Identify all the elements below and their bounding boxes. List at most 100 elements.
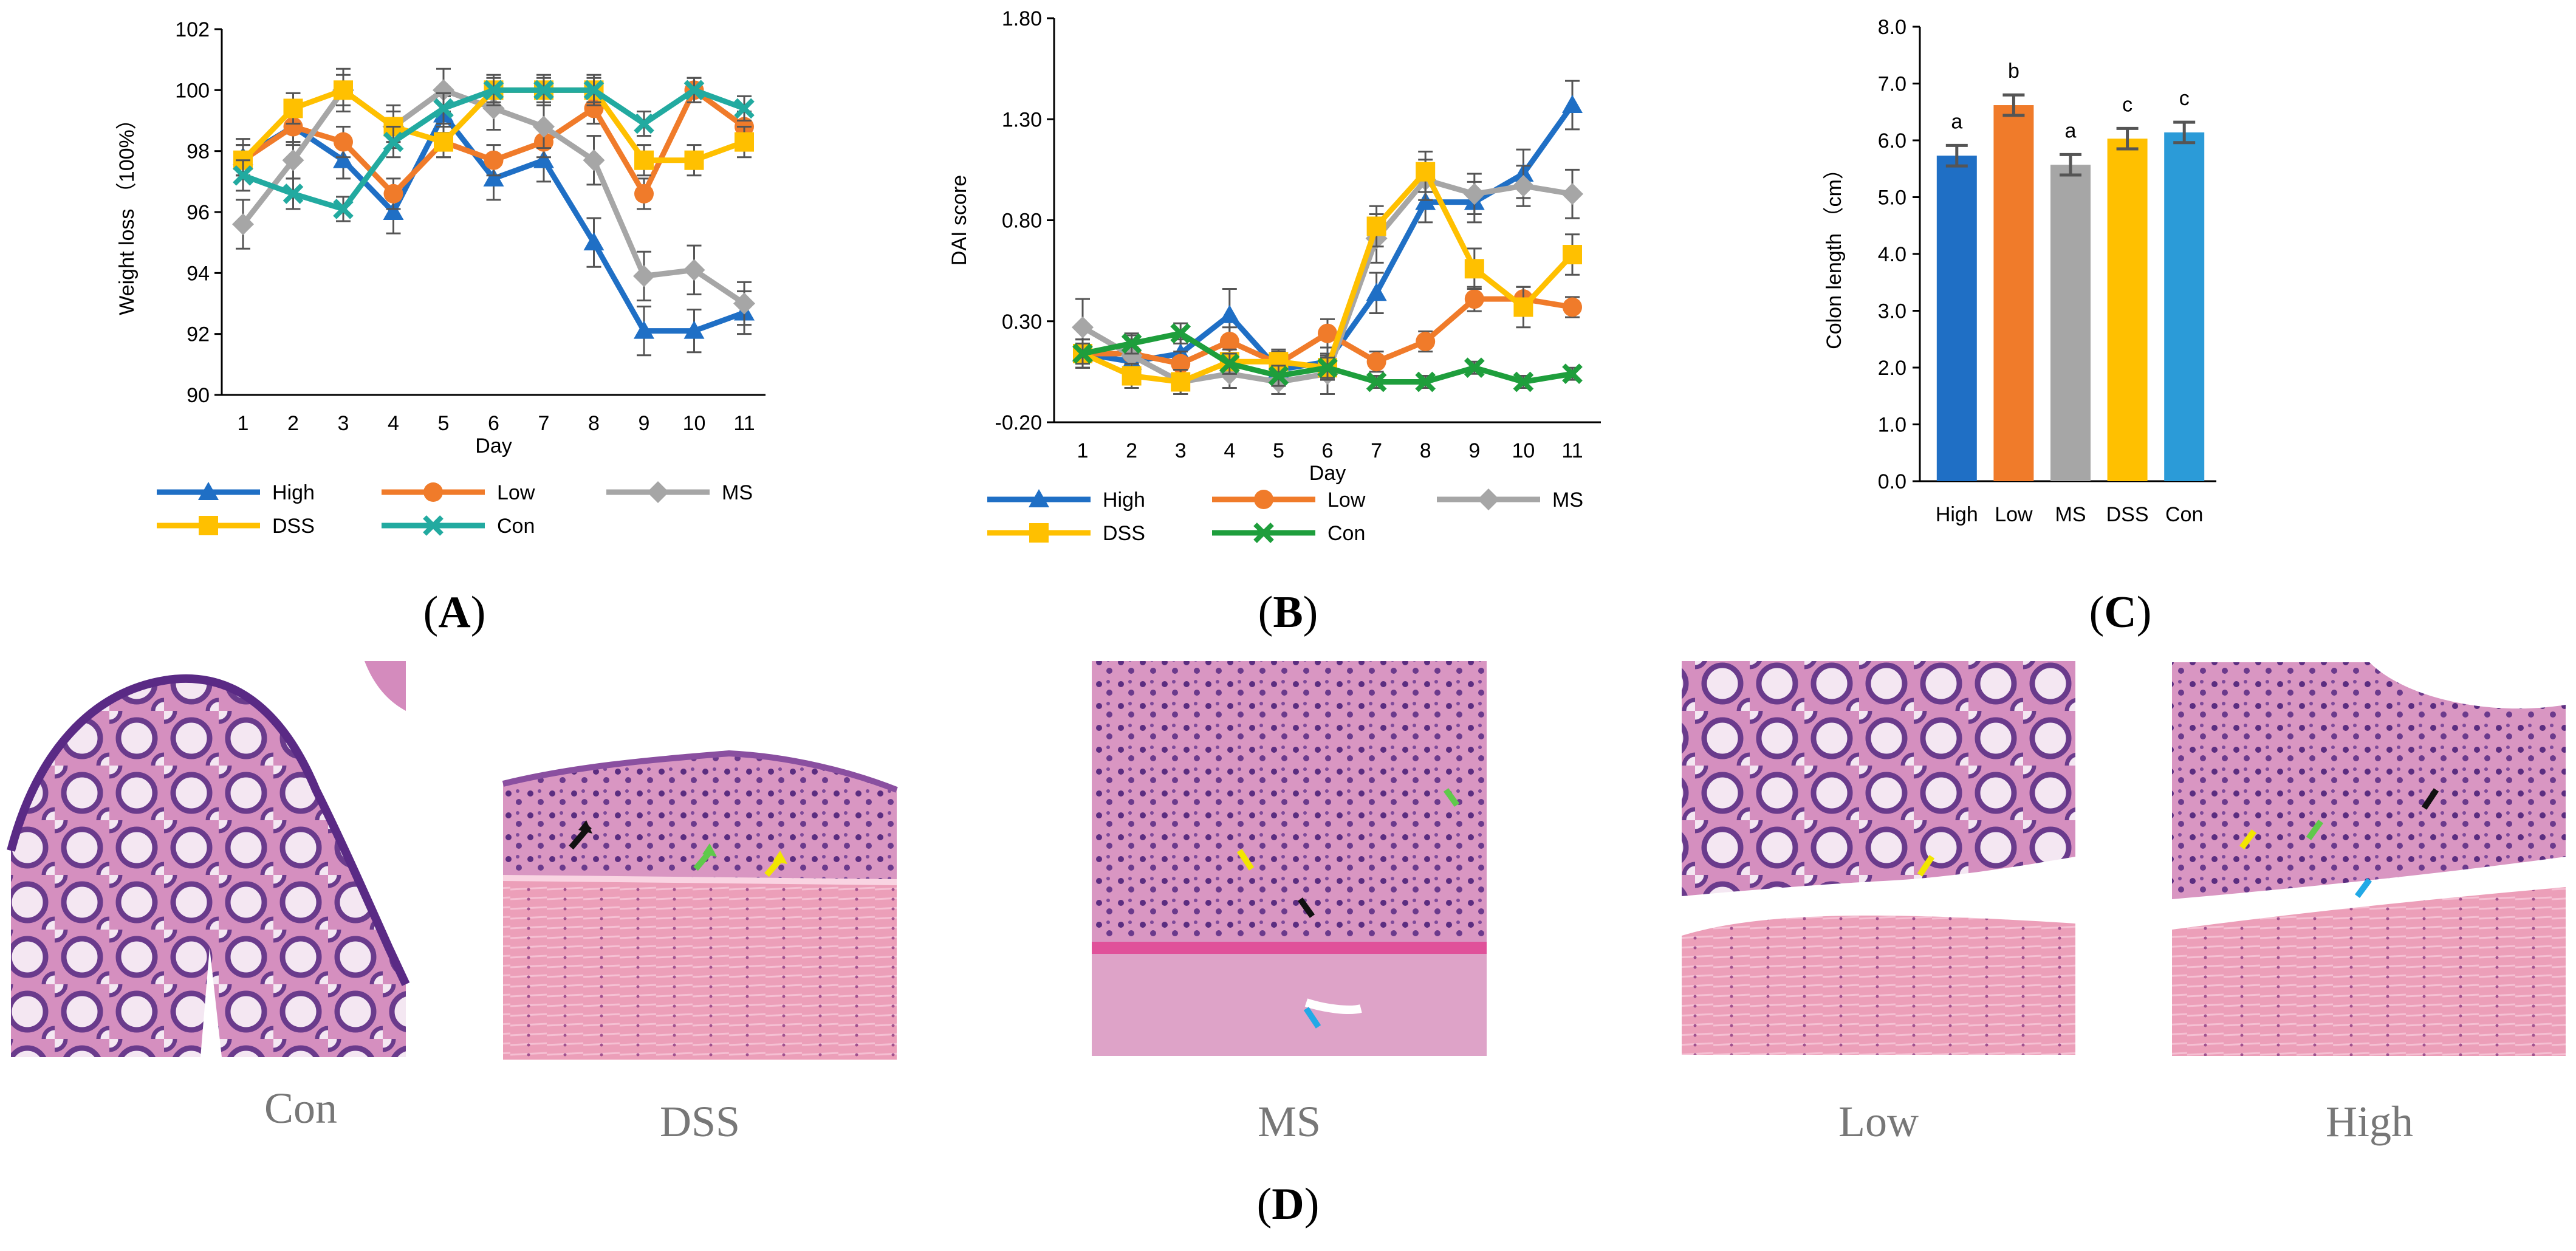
marker-stroke [1562, 363, 1583, 385]
data-point [1072, 316, 1094, 338]
marker-stroke [1219, 353, 1240, 374]
data-point [583, 232, 605, 251]
marker-stroke [1268, 365, 1289, 386]
caption-high: High [2326, 1097, 2413, 1146]
y-tick-label: 0.30 [1002, 310, 1042, 334]
data-point [533, 115, 555, 138]
data-point [1415, 371, 1436, 392]
y-tick-label: 94 [187, 262, 210, 285]
data-point [634, 113, 654, 134]
x-tick-label: 9 [1468, 439, 1480, 462]
dai-score-chart: -0.20 0.30 0.80 1.30 1.80 1 2 3 4 5 6 7 8 9 10 11 Day DAI… [948, 7, 1601, 545]
y-tick-label: -0.20 [995, 411, 1043, 434]
legend-marker [647, 481, 669, 503]
legend-marker [423, 515, 444, 536]
x-tick-label: Low [1995, 503, 2033, 526]
legend-label-low: Low [497, 481, 535, 504]
legend-marker [1029, 489, 1049, 507]
bar-dss [2107, 139, 2148, 481]
bar-con [2164, 132, 2205, 481]
data-point [1513, 371, 1534, 392]
x-tick-label: 7 [538, 412, 550, 435]
x-tick-label: DSS [2106, 503, 2149, 526]
legend-label-dss: DSS [1103, 522, 1145, 545]
data-point [1268, 365, 1289, 386]
data-point [734, 98, 755, 119]
x-tick-label: High [1936, 503, 1978, 526]
data-point [733, 292, 755, 315]
x-tick-label: 6 [488, 412, 499, 435]
legend-label-high: High [272, 481, 315, 504]
y-tick-label: 102 [175, 18, 210, 41]
marker-stroke [683, 80, 705, 101]
x-tick-label: 6 [1322, 439, 1334, 462]
data-point [1464, 259, 1484, 279]
micrograph-low [1682, 661, 2075, 1055]
y-tick-label: 7.0 [1878, 73, 1906, 96]
y-tick-label: 0.0 [1878, 470, 1906, 493]
legend-marker [423, 482, 443, 502]
x-tick-label: 2 [1126, 439, 1137, 462]
arrow-yellow-icon [1236, 849, 1255, 871]
data-point [583, 149, 605, 171]
legend-label-ms: MS [1552, 488, 1583, 512]
x-tick-label: 2 [287, 412, 299, 435]
legend-marker [1478, 488, 1499, 510]
data-point [283, 183, 304, 204]
data-point [1366, 371, 1387, 392]
x-tick-label: 4 [1224, 439, 1235, 462]
data-point [683, 80, 705, 101]
y-tick-label: 5.0 [1878, 187, 1906, 210]
significance-letter: c [2122, 93, 2132, 116]
data-point [1513, 297, 1533, 317]
arrow-green-icon [2306, 820, 2324, 840]
y-tick-label: 1.80 [1002, 7, 1042, 30]
data-point [1366, 283, 1387, 301]
legend-marker [199, 516, 218, 535]
marker-stroke [1170, 323, 1191, 344]
arrow-blue-icon [1303, 1007, 1321, 1029]
marker-stroke [1253, 523, 1274, 543]
data-point [232, 213, 254, 236]
arrow-yellow-icon [1917, 855, 1935, 877]
significance-letter: c [2179, 87, 2190, 110]
y-tick-label: 96 [187, 201, 210, 224]
data-point [1366, 216, 1386, 236]
x-tick-label: 4 [388, 412, 399, 435]
data-point [1121, 333, 1142, 354]
arrow-black-icon [2421, 788, 2439, 810]
data-point [334, 80, 353, 100]
data-point [1561, 183, 1583, 205]
legend-label-high: High [1103, 488, 1145, 512]
data-point [1171, 354, 1191, 374]
data-point [1317, 357, 1338, 379]
micrograph-high [2172, 662, 2566, 1056]
data-point [1170, 323, 1191, 344]
data-point [1219, 304, 1240, 323]
x-tick-label: 8 [588, 412, 600, 435]
histology-panel: Con DSS MS Low High [7, 661, 2566, 1146]
y-tick-label: 6.0 [1878, 129, 1906, 153]
x-tick-label: 5 [438, 412, 450, 435]
panel-label-b: (B) [1258, 588, 1318, 637]
y-tick-label: 2.0 [1878, 357, 1906, 380]
panel-label-c: (C) [2089, 588, 2152, 637]
x-tick-label: 9 [639, 412, 650, 435]
micrograph-con [7, 661, 410, 1057]
x-tick-label: 1 [1077, 439, 1089, 462]
y-axis-label: Colon length （cm） [1823, 159, 1846, 349]
legend: High Low MS DSS Con [157, 481, 753, 538]
data-point [1416, 332, 1436, 351]
caption-dss: DSS [660, 1097, 740, 1146]
data-point [1464, 357, 1485, 379]
significance-letter: a [1951, 110, 1962, 133]
caption-ms: MS [1258, 1097, 1321, 1146]
data-point [633, 265, 655, 287]
x-axis-label: Day [475, 434, 512, 458]
y-tick-label: 92 [187, 323, 210, 346]
y-tick-label: 98 [187, 140, 210, 163]
data-point [1416, 162, 1436, 182]
caption-con: Con [264, 1084, 337, 1133]
marker-stroke [1464, 357, 1485, 379]
